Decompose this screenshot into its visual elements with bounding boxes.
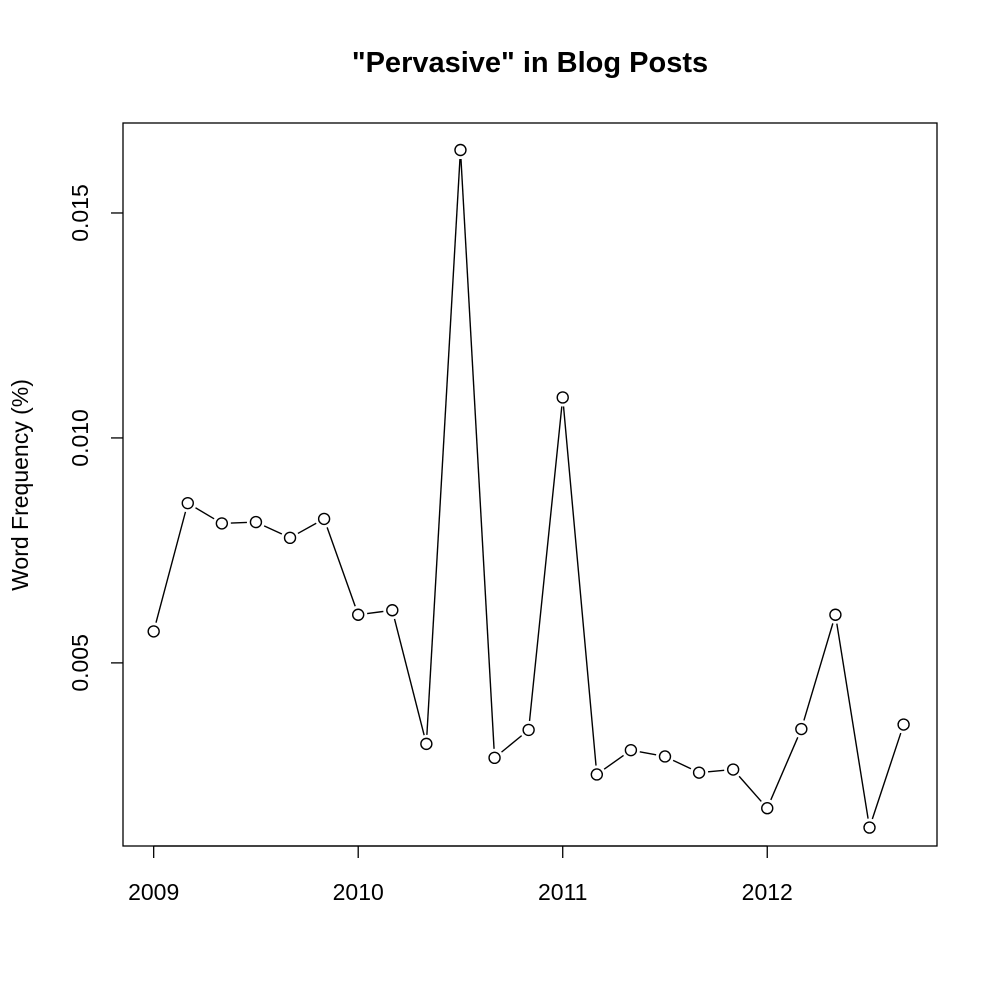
series-segment bbox=[263, 525, 283, 535]
data-point bbox=[352, 608, 365, 621]
x-tick-label: 2011 bbox=[538, 879, 587, 905]
x-axis: 2009 2010 2011 2012 bbox=[128, 845, 793, 905]
data-point bbox=[556, 391, 569, 404]
series-segment bbox=[639, 751, 657, 756]
series-segment bbox=[501, 735, 523, 753]
series-segment bbox=[155, 511, 187, 623]
data-point bbox=[215, 517, 229, 530]
x-tick-label: 2012 bbox=[742, 879, 793, 905]
data-point bbox=[488, 751, 501, 765]
series-segment bbox=[672, 759, 692, 770]
y-axis-label: Word Frequency (%) bbox=[7, 379, 33, 591]
data-point bbox=[829, 608, 842, 621]
series-points bbox=[147, 143, 910, 834]
series-segment bbox=[195, 507, 215, 520]
data-point bbox=[386, 604, 399, 617]
series-segment bbox=[460, 158, 495, 749]
data-point bbox=[181, 496, 194, 510]
series-segment bbox=[426, 158, 461, 735]
data-point bbox=[795, 722, 808, 736]
data-point bbox=[863, 821, 876, 834]
series-segment bbox=[326, 527, 356, 607]
data-point bbox=[420, 737, 433, 751]
data-point bbox=[317, 512, 331, 526]
data-point bbox=[454, 143, 467, 157]
series-segment bbox=[836, 623, 869, 819]
y-axis: 0.005 0.010 0.015 bbox=[67, 184, 123, 692]
series-segment bbox=[803, 623, 834, 721]
data-point bbox=[692, 766, 706, 779]
data-point bbox=[522, 723, 535, 737]
data-point bbox=[283, 531, 297, 545]
series-segment bbox=[738, 775, 762, 802]
series-segment bbox=[603, 754, 624, 770]
series-segment bbox=[871, 732, 902, 820]
data-point bbox=[590, 768, 604, 781]
data-point bbox=[761, 802, 774, 815]
data-point bbox=[147, 625, 160, 638]
series-segment bbox=[230, 521, 247, 524]
data-point bbox=[897, 718, 910, 731]
data-point bbox=[249, 515, 263, 529]
series-segment bbox=[707, 769, 725, 773]
y-tick-label: 0.010 bbox=[67, 409, 93, 467]
series-segment bbox=[367, 610, 384, 615]
data-point bbox=[726, 763, 740, 776]
plot-frame bbox=[122, 122, 938, 847]
series-segment bbox=[393, 618, 425, 736]
y-tick-label: 0.005 bbox=[67, 634, 93, 692]
x-tick-label: 2010 bbox=[333, 879, 384, 905]
y-tick-label: 0.015 bbox=[67, 184, 93, 242]
series-segment bbox=[770, 737, 799, 801]
series-segment bbox=[562, 406, 597, 766]
series-segment bbox=[297, 522, 317, 535]
data-point bbox=[624, 743, 638, 757]
data-point bbox=[658, 750, 672, 763]
chart-title: "Pervasive" in Blog Posts bbox=[352, 47, 708, 79]
series-line bbox=[155, 158, 902, 820]
x-tick-label: 2009 bbox=[128, 879, 179, 905]
series-segment bbox=[528, 406, 563, 722]
